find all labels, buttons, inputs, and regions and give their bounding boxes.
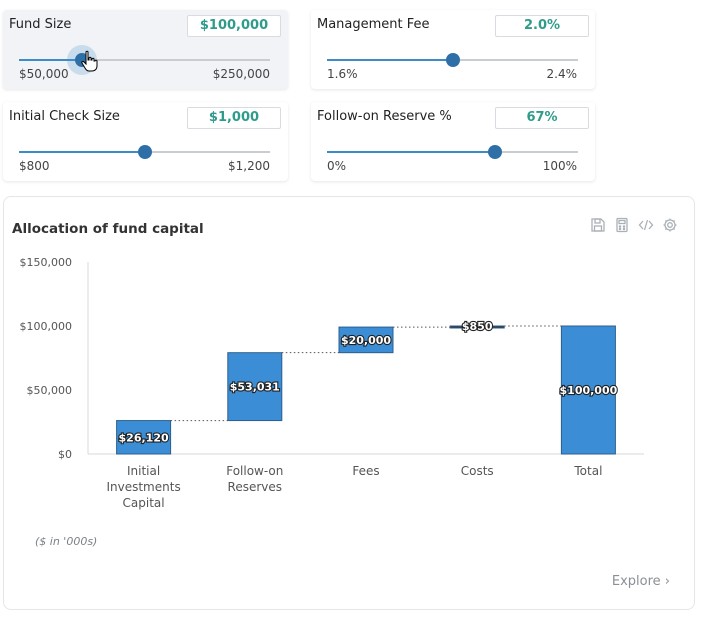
fund-size-card: Fund Size $100,000 $50,000 $250,000 [3, 10, 288, 89]
explore-link[interactable]: Explore › [611, 574, 670, 589]
x-tick-label: Investments [106, 480, 180, 494]
management-fee-slider-fill [327, 59, 453, 61]
follow-on-slider-fill [327, 151, 496, 153]
bar-value-label: $850 [462, 320, 493, 333]
x-tick-label: Capital [123, 496, 165, 510]
x-tick-label: Total [573, 464, 602, 478]
initial-check-min: $800 [19, 159, 50, 173]
management-fee-card: Management Fee 2.0% 1.6% 2.4% [311, 10, 595, 89]
chart-bar [116, 420, 172, 455]
follow-on-max: 100% [542, 159, 577, 173]
x-tick-label: Costs [461, 464, 494, 478]
bar-value-label: $53,031 [230, 381, 280, 394]
bar-value-label: $26,120 [119, 431, 169, 444]
chart-bar [227, 352, 283, 422]
calculator-icon[interactable] [614, 217, 630, 233]
management-fee-label: Management Fee [317, 17, 430, 32]
follow-on-slider[interactable] [327, 145, 578, 159]
fund-size-input[interactable]: $100,000 [187, 15, 281, 37]
follow-on-card: Follow-on Reserve % 67% 0% 100% [311, 102, 595, 181]
x-tick-label: Follow-on [226, 464, 283, 478]
follow-on-label: Follow-on Reserve % [317, 109, 452, 124]
y-tick-label: $50,000 [27, 384, 73, 397]
initial-check-max: $1,200 [228, 159, 270, 173]
hand-cursor-icon [81, 50, 98, 72]
management-fee-slider-thumb[interactable] [445, 53, 460, 67]
y-tick-label: $100,000 [20, 320, 73, 333]
chart-card: Allocation of fund capital $0 $50,000 $100… [3, 196, 695, 610]
follow-on-slider-thumb[interactable] [488, 145, 503, 159]
initial-check-slider[interactable] [19, 145, 270, 159]
fund-size-max: $250,000 [212, 67, 270, 81]
initial-check-input[interactable]: $1,000 [187, 107, 281, 129]
fund-size-min: $50,000 [19, 67, 69, 81]
y-tick-label: $150,000 [20, 256, 73, 269]
bar-value-label: $20,000 [341, 334, 391, 347]
management-fee-input[interactable]: 2.0% [495, 15, 589, 37]
follow-on-input[interactable]: 67% [495, 107, 589, 129]
y-tick-label: $0 [58, 448, 72, 461]
chart-bar [338, 326, 394, 354]
fund-size-slider[interactable] [19, 53, 270, 67]
x-tick-label: Fees [352, 464, 379, 478]
management-fee-slider[interactable] [327, 53, 578, 67]
fund-size-label: Fund Size [9, 17, 72, 32]
initial-check-card: Initial Check Size $1,000 $800 $1,200 [3, 102, 288, 181]
save-icon[interactable] [590, 217, 606, 233]
initial-check-slider-thumb[interactable] [137, 145, 152, 159]
x-tick-label: Reserves [228, 480, 283, 494]
chart-bar [560, 325, 616, 455]
chart-title: Allocation of fund capital [12, 221, 204, 237]
units-note: ($ in '000s) [35, 535, 98, 548]
bar-value-label: $100,000 [560, 384, 618, 397]
waterfall-chart: $0 $50,000 $100,000 $150,000 $26,120 $53,031 $… [20, 256, 644, 510]
initial-check-slider-fill [19, 151, 145, 153]
fund-size-slider-fill [19, 59, 82, 61]
initial-check-label: Initial Check Size [9, 109, 120, 124]
management-fee-min: 1.6% [327, 67, 358, 81]
chart-toolbar [590, 217, 678, 233]
follow-on-min: 0% [327, 159, 347, 173]
code-icon[interactable] [638, 217, 654, 233]
gear-icon[interactable] [662, 217, 678, 233]
x-tick-label: Initial [127, 464, 160, 478]
management-fee-max: 2.4% [546, 67, 578, 81]
